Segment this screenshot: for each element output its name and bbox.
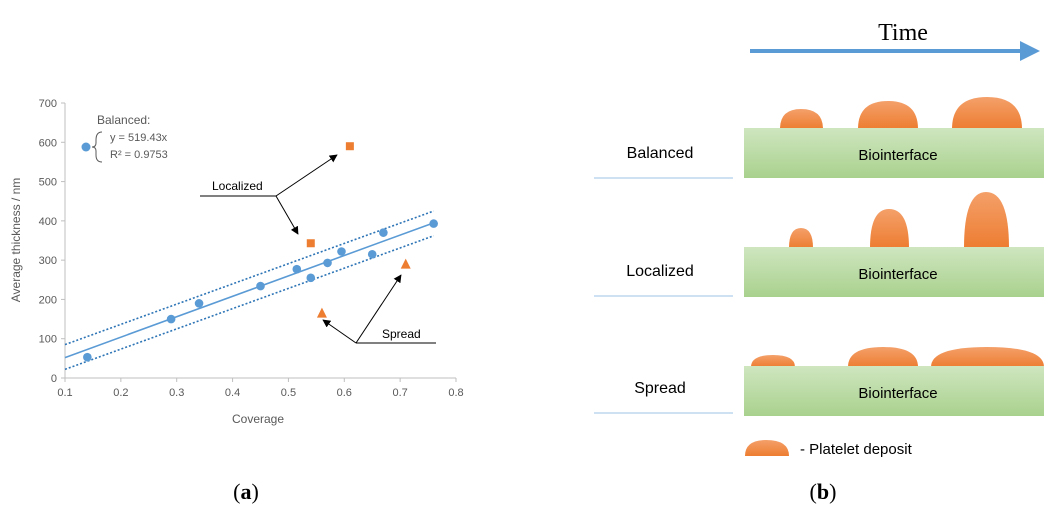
localized-arrow-lower	[275, 195, 299, 235]
x-tick-labels: 0.1 0.2 0.3 0.4 0.5 0.6 0.7 0.8	[57, 378, 464, 399]
fit-legend: Balanced: y = 519.43x R² = 0.9753	[81, 113, 168, 163]
spread-label: Spread	[382, 327, 421, 341]
balanced-point	[379, 228, 388, 237]
legend-circle-marker	[81, 142, 91, 152]
platelet-deposit	[931, 347, 1044, 367]
y-tick-label: 500	[39, 177, 57, 189]
caption-a-letter: a	[241, 479, 252, 504]
schematic-diagram: Time Balanced Biointerface Localized Bio…	[594, 20, 1044, 458]
x-tick-label: 0.2	[113, 387, 128, 399]
biointerface-label: Biointerface	[858, 385, 937, 402]
x-tick-label: 0.5	[281, 387, 296, 399]
platelet-deposit	[952, 97, 1022, 129]
caption-b: (b)	[810, 479, 837, 504]
spread-arrow-left	[322, 319, 357, 344]
y-tick-label: 200	[39, 294, 57, 306]
y-tick-label: 100	[39, 334, 57, 346]
platelet-deposit	[858, 101, 918, 129]
y-tick-label: 0	[51, 373, 57, 385]
y-tick-labels: 0 100 200 300 400 500 600 700	[39, 98, 65, 385]
balanced-point	[367, 249, 377, 259]
x-tick-label: 0.3	[169, 387, 184, 399]
platelet-deposit	[780, 109, 823, 129]
fit-line	[64, 222, 434, 359]
platelet-deposit	[789, 228, 813, 248]
deposit-legend-text: - Platelet deposit	[800, 441, 913, 458]
platelet-deposit	[751, 355, 795, 367]
platelet-deposit	[848, 347, 918, 367]
y-tick-label: 400	[39, 216, 57, 228]
fit-lines	[64, 210, 434, 371]
x-tick-label: 0.7	[392, 387, 407, 399]
spread-point	[400, 258, 411, 269]
row-label-spread: Spread	[634, 380, 686, 397]
balanced-point	[256, 281, 265, 291]
platelet-deposit	[964, 192, 1009, 248]
row-label-balanced: Balanced	[627, 145, 694, 162]
legend-brace	[91, 131, 103, 163]
balanced-point	[323, 258, 332, 268]
chart-axes	[64, 103, 456, 379]
localized-row: Localized Biointerface	[594, 192, 1044, 297]
balanced-point	[337, 247, 346, 256]
upper-confidence-line	[64, 210, 434, 346]
x-tick-label: 0.1	[57, 387, 72, 399]
platelet-deposit	[870, 209, 909, 248]
balanced-point	[194, 299, 204, 308]
spread-arrow-right	[355, 274, 402, 344]
balanced-point	[306, 273, 316, 283]
localized-arrow-upper	[275, 154, 338, 197]
biointerface-slab	[744, 366, 1044, 416]
biointerface-slab	[744, 128, 1044, 178]
localized-point	[306, 239, 315, 248]
lower-confidence-line	[64, 235, 434, 371]
time-label: Time	[878, 20, 928, 46]
x-axis-label: Coverage	[232, 412, 284, 426]
y-tick-label: 700	[39, 98, 57, 110]
balanced-point	[292, 264, 302, 274]
biointerface-slab	[744, 247, 1044, 297]
x-tick-label: 0.4	[225, 387, 240, 399]
x-tick-label: 0.6	[337, 387, 352, 399]
spread-row: Spread Biointerface	[594, 347, 1044, 416]
balanced-point	[83, 352, 92, 362]
balanced-point	[429, 219, 438, 228]
legend-title: Balanced:	[97, 113, 150, 127]
localized-label: Localized	[212, 179, 263, 193]
caption-b-letter: b	[817, 479, 829, 504]
data-points	[83, 142, 438, 362]
deposit-legend: - Platelet deposit	[745, 440, 913, 458]
row-label-localized: Localized	[626, 263, 694, 280]
x-tick-label: 0.8	[448, 387, 463, 399]
biointerface-label: Biointerface	[858, 147, 937, 164]
y-tick-label: 600	[39, 137, 57, 149]
balanced-point	[166, 314, 176, 324]
localized-annotation: Localized	[200, 154, 338, 235]
y-tick-label: 300	[39, 255, 57, 267]
caption-a: (a)	[233, 479, 259, 504]
spread-annotation: Spread	[322, 274, 436, 344]
y-axis-label: Average thickness / nm	[9, 178, 23, 303]
legend-equation: y = 519.43x	[110, 132, 168, 144]
biointerface-label: Biointerface	[858, 266, 937, 283]
balanced-row: Balanced Biointerface	[594, 97, 1044, 179]
platelet-deposit-legend-icon	[745, 440, 789, 456]
localized-point	[345, 142, 354, 151]
legend-r2: R² = 0.9753	[110, 149, 168, 161]
spread-point	[316, 307, 327, 318]
